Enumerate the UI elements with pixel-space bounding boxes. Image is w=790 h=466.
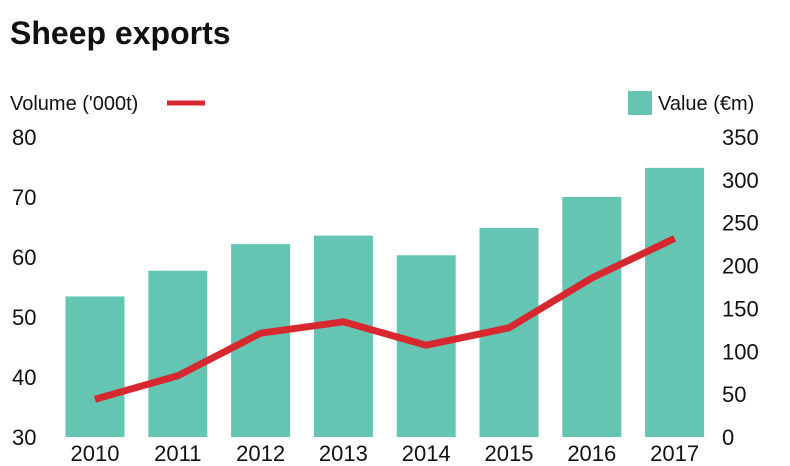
x-tick-2012: 2012 bbox=[236, 441, 285, 466]
left-tick-40: 40 bbox=[12, 365, 36, 390]
bar-2016 bbox=[562, 197, 622, 437]
legend-value-label: Value (€m) bbox=[658, 93, 754, 115]
right-tick-50: 50 bbox=[722, 382, 746, 407]
legend-value-swatch bbox=[628, 91, 652, 115]
right-tick-100: 100 bbox=[722, 339, 759, 364]
right-tick-250: 250 bbox=[722, 211, 759, 236]
x-tick-2010: 2010 bbox=[71, 441, 120, 466]
bar-2011 bbox=[148, 270, 208, 437]
x-tick-2017: 2017 bbox=[650, 441, 699, 466]
volume-line bbox=[94, 235, 677, 403]
legend-volume-label: Volume ('000t) bbox=[10, 93, 138, 115]
right-tick-350: 350 bbox=[722, 125, 759, 150]
right-tick-0: 0 bbox=[722, 425, 734, 450]
right-tick-150: 150 bbox=[722, 296, 759, 321]
x-tick-2014: 2014 bbox=[402, 441, 451, 466]
chart-title: Sheep exports bbox=[10, 15, 231, 51]
bar-2017 bbox=[645, 167, 705, 437]
x-tick-2013: 2013 bbox=[319, 441, 368, 466]
left-tick-30: 30 bbox=[12, 425, 36, 450]
left-tick-50: 50 bbox=[12, 305, 36, 330]
left-tick-80: 80 bbox=[12, 125, 36, 150]
x-tick-2016: 2016 bbox=[567, 441, 616, 466]
bar-2010 bbox=[65, 296, 125, 437]
x-tick-2011: 2011 bbox=[154, 441, 201, 466]
left-tick-70: 70 bbox=[12, 185, 36, 210]
right-tick-200: 200 bbox=[722, 254, 759, 279]
bar-2013 bbox=[313, 235, 373, 437]
left-tick-60: 60 bbox=[12, 245, 36, 270]
x-tick-2015: 2015 bbox=[485, 441, 534, 466]
right-tick-300: 300 bbox=[722, 168, 759, 193]
